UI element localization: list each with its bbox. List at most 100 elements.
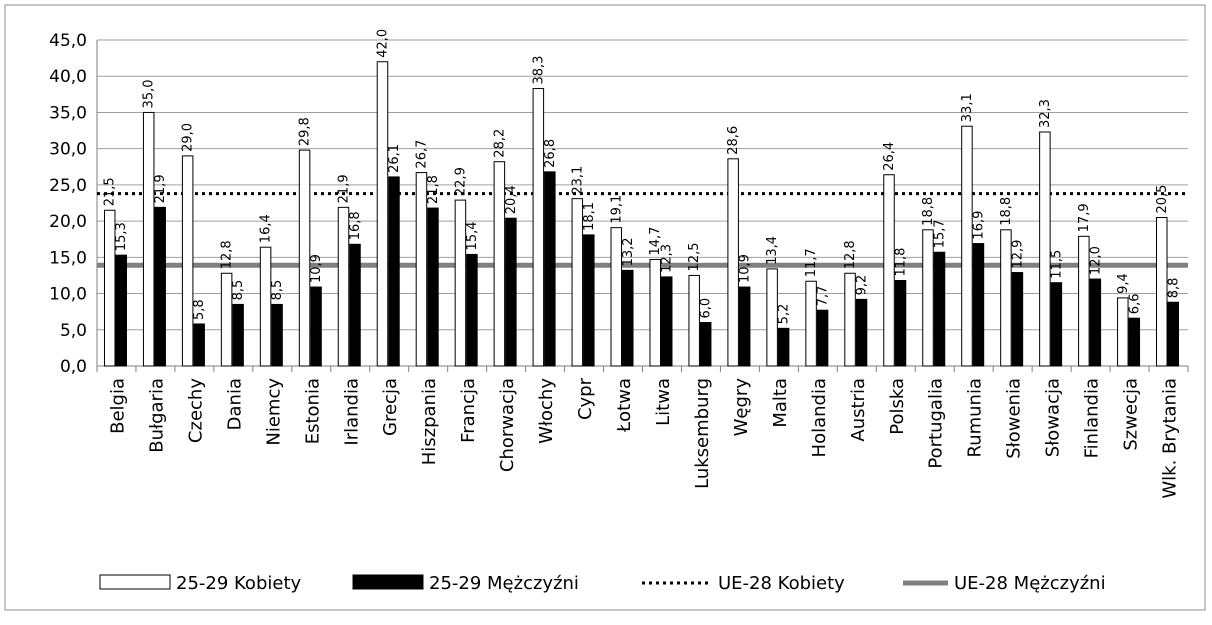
bar-mezczyzni [699, 322, 712, 367]
data-label-kobiety: 29,0 [181, 123, 196, 152]
data-label-kobiety: 26,4 [882, 142, 897, 171]
data-label-kobiety: 26,7 [414, 140, 429, 169]
bar-mezczyzni [310, 286, 322, 367]
bar-kobiety [1039, 131, 1051, 367]
bar-kobiety [883, 174, 895, 367]
legend-label-ue28-mezczyzni: UE-28 Mężczyźni [954, 573, 1106, 594]
data-label-mezczyzni: 21,9 [153, 174, 168, 203]
bar-mezczyzni [894, 280, 907, 367]
bar-mezczyzni [388, 176, 400, 367]
bar-mezczyzni [583, 234, 595, 367]
data-label-mezczyzni: 8,8 [1166, 278, 1181, 299]
data-label-kobiety: 12,5 [687, 242, 702, 271]
x-category-label: Austria [848, 378, 869, 442]
data-label-mezczyzni: 5,2 [777, 304, 792, 325]
y-tick-label: 30,0 [49, 140, 87, 160]
bar-kobiety [961, 125, 973, 367]
bar-kobiety [415, 172, 428, 367]
x-category-label: Polska [887, 378, 908, 435]
data-label-kobiety: 38,3 [531, 56, 546, 85]
data-label-kobiety: 23,1 [570, 166, 585, 195]
data-label-mezczyzni: 21,8 [426, 175, 441, 204]
bar-kobiety [1000, 229, 1012, 367]
x-category-label: Belgia [107, 378, 128, 434]
x-category-label: Węgry [731, 378, 752, 437]
data-label-kobiety: 32,3 [1038, 99, 1053, 128]
data-label-kobiety: 17,9 [1077, 203, 1092, 232]
data-label-kobiety: 20,5 [1155, 185, 1170, 214]
x-category-label: Chorwacja [497, 378, 518, 472]
bar-kobiety [649, 259, 661, 367]
data-label-mezczyzni: 6,0 [699, 298, 714, 319]
bar-kobiety [571, 198, 584, 367]
data-label-mezczyzni: 15,4 [465, 221, 480, 250]
bar-mezczyzni [505, 217, 517, 367]
data-label-kobiety: 14,7 [648, 227, 663, 256]
data-label-mezczyzni: 5,8 [192, 299, 207, 320]
bar-mezczyzni [1011, 272, 1024, 367]
data-label-kobiety: 28,6 [726, 126, 741, 155]
x-category-label: Słowenia [1004, 378, 1025, 459]
x-category-label: Holandia [809, 378, 830, 457]
x-category-label: Niemcy [263, 378, 284, 446]
bar-kobiety [766, 268, 778, 367]
bar-kobiety [181, 155, 194, 367]
data-label-mezczyzni: 12,0 [1088, 246, 1103, 275]
bar-kobiety [454, 199, 467, 367]
bar-kobiety [844, 272, 856, 367]
bar-kobiety [727, 158, 739, 367]
x-category-label: Luksemburg [692, 378, 713, 489]
data-label-kobiety: 16,4 [259, 214, 274, 243]
bar-kobiety [493, 161, 506, 367]
bar-mezczyzni [1050, 282, 1063, 367]
chart-border [4, 4, 1206, 611]
bar-kobiety [376, 61, 389, 367]
data-label-kobiety: 29,8 [298, 117, 313, 146]
y-tick-label: 40,0 [49, 67, 87, 87]
x-category-label: Bułgaria [146, 378, 167, 453]
bar-kobiety [298, 149, 311, 367]
y-tick-label: 35,0 [49, 103, 87, 123]
bar-mezczyzni [622, 269, 634, 367]
bar-kobiety [688, 274, 700, 367]
data-label-mezczyzni: 15,7 [932, 219, 947, 248]
bar-mezczyzni [1089, 278, 1102, 367]
x-category-label: Czechy [185, 378, 206, 443]
data-label-kobiety: 21,9 [337, 174, 352, 203]
y-tick-label: 25,0 [49, 176, 87, 196]
data-label-mezczyzni: 10,9 [309, 254, 324, 283]
data-label-kobiety: 11,7 [804, 248, 819, 277]
data-label-kobiety: 28,2 [492, 129, 507, 158]
bar-kobiety [1117, 297, 1129, 367]
x-category-label: Wlk. Brytania [1160, 378, 1181, 499]
bar-mezczyzni [544, 171, 556, 367]
bar-kobiety [103, 209, 116, 367]
data-label-mezczyzni: 20,4 [504, 185, 519, 214]
data-label-mezczyzni: 8,5 [270, 280, 285, 301]
data-label-mezczyzni: 16,8 [348, 211, 363, 240]
data-label-kobiety: 18,8 [999, 197, 1014, 226]
x-category-label: Estonia [302, 378, 323, 444]
x-category-label: Grecja [380, 378, 401, 436]
bar-mezczyzni [193, 323, 205, 367]
data-label-mezczyzni: 15,3 [114, 222, 129, 251]
x-category-label: Hiszpania [419, 378, 440, 465]
bar-kobiety [532, 88, 545, 367]
bar-mezczyzni [1167, 301, 1180, 367]
legend-label-mezczyzni: 25-29 Mężczyźni [429, 573, 579, 594]
x-category-label: Francja [458, 378, 479, 443]
data-label-mezczyzni: 6,6 [1127, 293, 1142, 314]
bar-kobiety [1078, 235, 1090, 367]
data-label-mezczyzni: 13,2 [621, 237, 636, 266]
x-category-label: Rumunia [965, 378, 986, 458]
bar-kobiety [610, 227, 623, 367]
legend-swatch-mezczyzni [352, 574, 424, 590]
data-label-kobiety: 18,8 [921, 197, 936, 226]
x-category-label: Litwa [653, 378, 674, 426]
data-label-mezczyzni: 12,3 [660, 244, 675, 273]
bar-mezczyzni [349, 243, 361, 367]
y-tick-label: 45,0 [49, 31, 87, 51]
data-label-mezczyzni: 9,2 [855, 275, 870, 296]
y-tick-label: 5,0 [60, 321, 87, 341]
y-tick-label: 15,0 [49, 248, 87, 268]
